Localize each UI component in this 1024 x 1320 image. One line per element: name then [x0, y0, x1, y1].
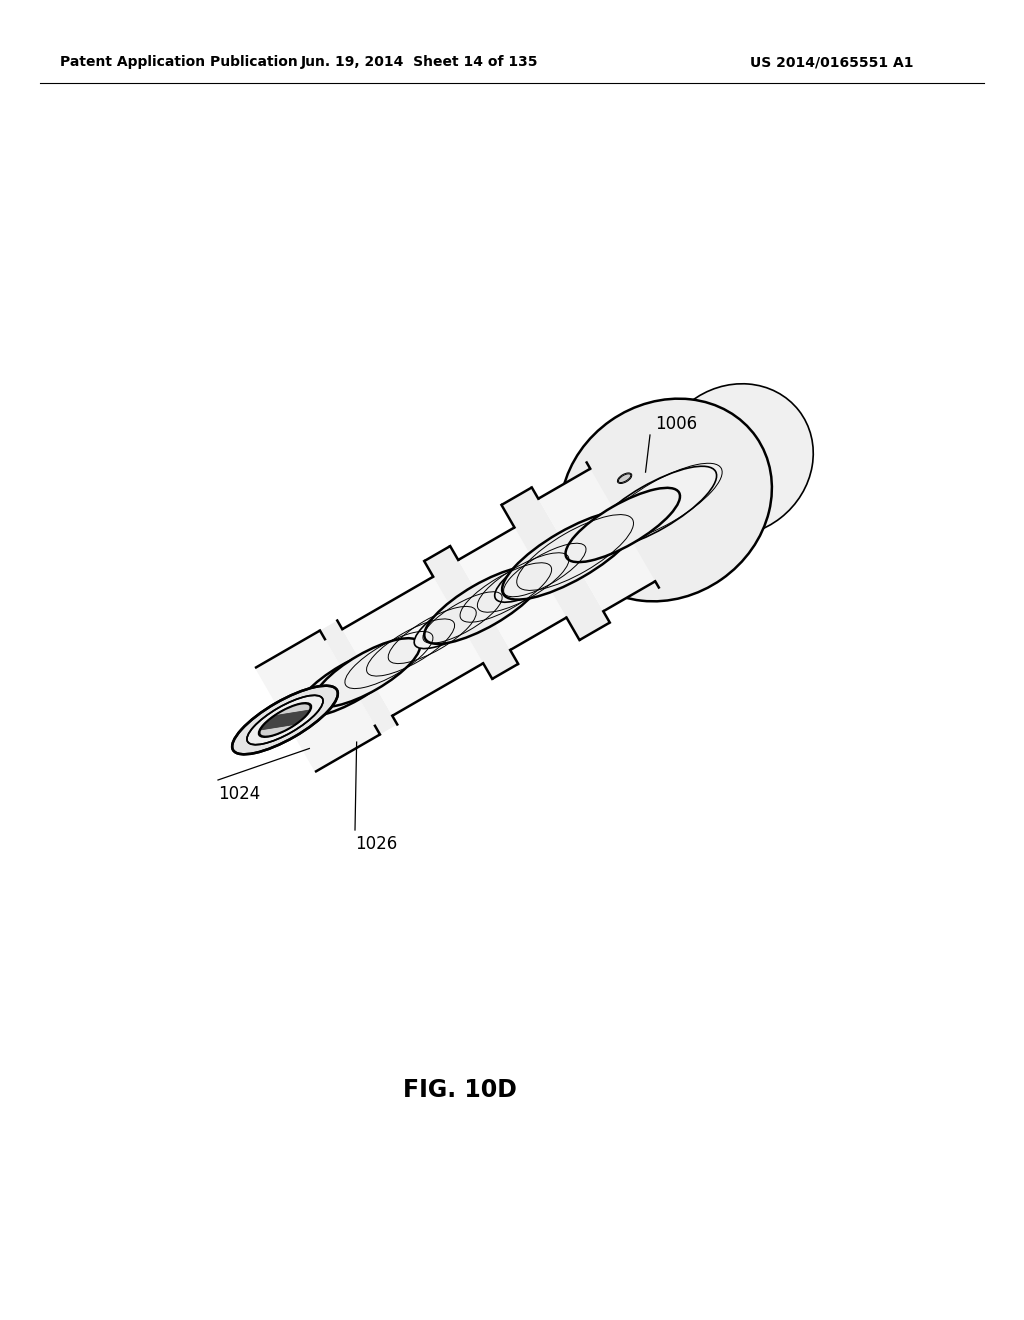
- Polygon shape: [502, 487, 609, 640]
- Text: 1024: 1024: [218, 785, 260, 803]
- Polygon shape: [342, 577, 483, 715]
- Ellipse shape: [260, 704, 310, 737]
- Polygon shape: [424, 546, 518, 678]
- Ellipse shape: [565, 488, 680, 562]
- Polygon shape: [319, 620, 397, 734]
- Text: 1006: 1006: [655, 414, 697, 433]
- Ellipse shape: [657, 384, 813, 536]
- Ellipse shape: [314, 638, 420, 706]
- Ellipse shape: [590, 466, 717, 549]
- Text: FIG. 10D: FIG. 10D: [403, 1078, 517, 1102]
- Text: 1026: 1026: [355, 836, 397, 853]
- Ellipse shape: [232, 685, 338, 754]
- Text: Jun. 19, 2014  Sheet 14 of 135: Jun. 19, 2014 Sheet 14 of 135: [301, 55, 539, 69]
- Ellipse shape: [247, 696, 323, 744]
- Ellipse shape: [617, 473, 632, 483]
- Text: Patent Application Publication: Patent Application Publication: [60, 55, 298, 69]
- Ellipse shape: [502, 511, 639, 599]
- Ellipse shape: [495, 543, 587, 602]
- Ellipse shape: [560, 399, 772, 602]
- Polygon shape: [539, 469, 655, 611]
- Ellipse shape: [414, 591, 502, 648]
- Ellipse shape: [618, 474, 631, 483]
- Ellipse shape: [297, 648, 402, 717]
- Ellipse shape: [424, 566, 544, 644]
- Polygon shape: [255, 631, 380, 772]
- Ellipse shape: [259, 702, 311, 737]
- Text: US 2014/0165551 A1: US 2014/0165551 A1: [750, 55, 913, 69]
- Polygon shape: [458, 528, 566, 649]
